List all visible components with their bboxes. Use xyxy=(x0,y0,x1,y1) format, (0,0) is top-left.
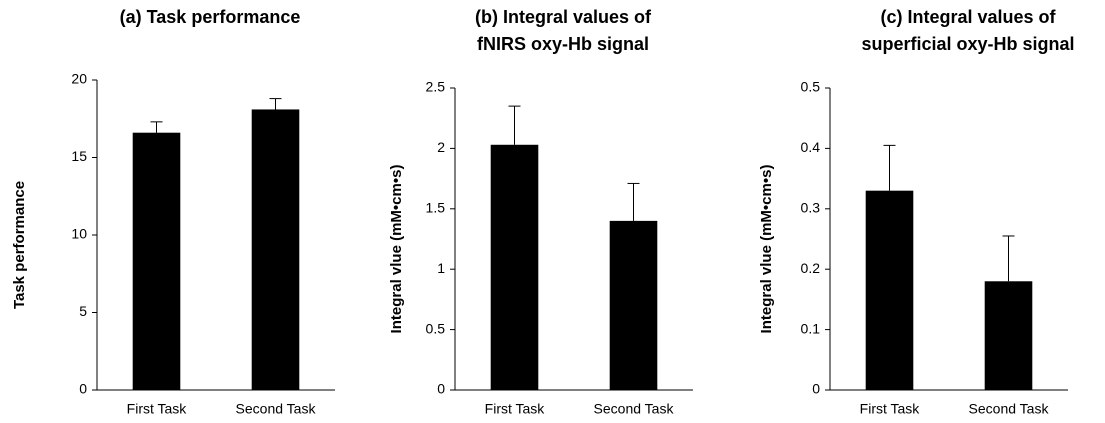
y-tick-label: 0.3 xyxy=(801,200,821,216)
bar xyxy=(132,132,181,390)
x-tick-label: Second Task xyxy=(594,401,675,417)
y-tick-label: 1 xyxy=(437,260,445,276)
chart-title: (b) Integral values of xyxy=(475,7,652,27)
x-tick-label: Second Task xyxy=(236,401,317,417)
y-axis-label: Integral vlue (mM•cm•s) xyxy=(388,165,405,334)
bar xyxy=(609,220,658,390)
y-tick-label: 1.5 xyxy=(426,200,446,216)
y-tick-label: 0 xyxy=(437,381,445,397)
bar xyxy=(251,109,300,390)
y-tick-label: 0.4 xyxy=(801,139,821,155)
x-tick-label: First Task xyxy=(127,401,188,417)
y-tick-label: 0.2 xyxy=(801,260,821,276)
chart-title: superficial oxy-Hb signal xyxy=(861,34,1074,54)
bar xyxy=(984,281,1033,390)
y-axis-label: Integral vlue (mM•cm•s) xyxy=(758,165,775,334)
y-tick-label: 0 xyxy=(79,381,87,397)
bar xyxy=(490,144,539,390)
chart-title: fNIRS oxy-Hb signal xyxy=(477,34,649,54)
bar xyxy=(865,190,914,390)
x-tick-label: First Task xyxy=(485,401,546,417)
y-tick-label: 15 xyxy=(71,148,87,164)
y-tick-label: 2.5 xyxy=(426,79,446,95)
y-tick-label: 2 xyxy=(437,139,445,155)
x-tick-label: First Task xyxy=(860,401,921,417)
y-tick-label: 0.5 xyxy=(801,79,821,95)
y-tick-label: 0.5 xyxy=(426,320,446,336)
y-tick-label: 10 xyxy=(71,226,87,242)
chart-title: (a) Task performance xyxy=(120,7,301,27)
y-tick-label: 20 xyxy=(71,71,87,87)
y-tick-label: 5 xyxy=(79,303,87,319)
x-tick-label: Second Task xyxy=(969,401,1050,417)
y-tick-label: 0.1 xyxy=(801,320,821,336)
y-axis-label: Task performance xyxy=(11,181,28,309)
y-tick-label: 0 xyxy=(812,381,820,397)
chart-title: (c) Integral values of xyxy=(880,7,1056,27)
